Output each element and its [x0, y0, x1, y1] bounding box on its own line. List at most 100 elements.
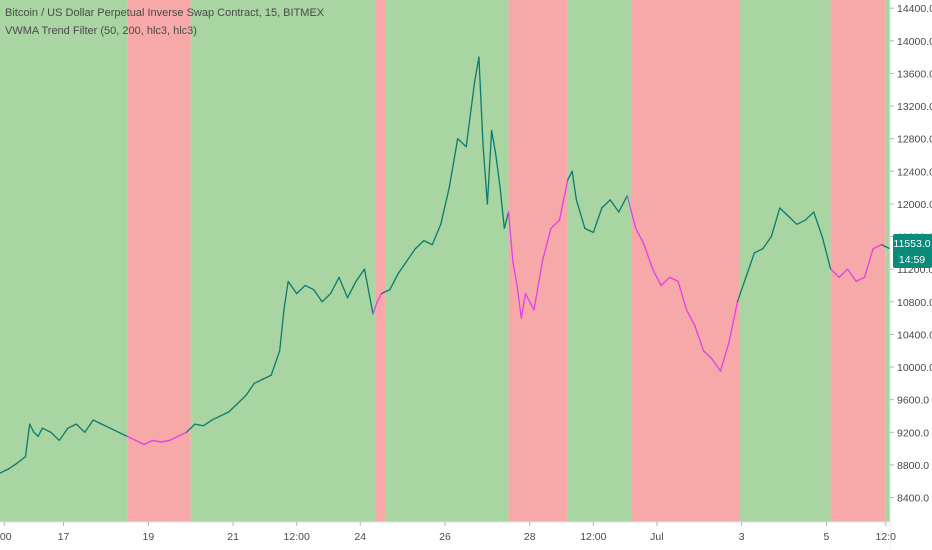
price-axis-panel[interactable]: [890, 0, 932, 550]
price-segment: [185, 423, 196, 433]
trend-band-bear: [830, 0, 886, 522]
price-segment: [520, 292, 527, 319]
time-axis-ticks: :00 17 19 21 12:00 24 26 28 12:00 Jul 3 5 12:0: [0, 522, 896, 543]
price-segment: [507, 211, 514, 262]
price-segment: [118, 431, 128, 438]
price-segment: [592, 207, 603, 234]
price-segment: [478, 56, 484, 148]
symbol-title[interactable]: Bitcoin / US Dollar Perpetual Inverse Sw…: [5, 7, 325, 19]
price-segment: [296, 284, 306, 295]
price-segment: [711, 358, 722, 372]
price-segment: [584, 227, 594, 234]
price-segment: [168, 435, 179, 442]
price-segment: [541, 227, 552, 262]
price-tick-label: 10800.0: [897, 297, 932, 309]
price-segment: [29, 423, 35, 433]
price-segment: [533, 260, 544, 311]
price-segment: [16, 456, 27, 464]
price-segment: [101, 423, 111, 429]
price-tick-label: 8400.0: [897, 493, 929, 505]
price-segment: [151, 439, 162, 443]
price-segment: [228, 403, 238, 413]
trend-band-bull: [0, 0, 128, 522]
price-segment: [728, 301, 739, 344]
price-segment: [457, 138, 467, 148]
time-tick-label: 12:00: [284, 531, 310, 543]
price-segment: [685, 309, 696, 327]
time-tick-label: 5: [824, 531, 830, 543]
price-segment: [143, 439, 154, 446]
price-segment: [160, 439, 171, 443]
price-segment: [440, 186, 450, 225]
price-segment: [134, 439, 145, 446]
time-tick-label: 26: [439, 531, 451, 543]
price-segment: [397, 260, 408, 274]
price-segment: [550, 219, 561, 230]
time-tick-label: 3: [739, 531, 745, 543]
price-segment: [109, 427, 120, 433]
price-segment: [58, 427, 69, 442]
price-segment: [503, 211, 510, 230]
price-tick-label: 12800.0: [897, 134, 932, 146]
price-segment: [694, 325, 705, 352]
price-segment: [677, 280, 688, 311]
price-segment: [7, 462, 18, 470]
last-price-value: 11553.0: [893, 238, 930, 250]
price-segment: [75, 423, 86, 433]
price-segment: [92, 419, 103, 425]
price-segment: [846, 268, 857, 283]
price-segment: [431, 223, 442, 246]
price-segment: [838, 268, 849, 278]
indicator-title[interactable]: VWMA Trend Filter (50, 200, hlc3, hlc3): [5, 25, 197, 37]
time-axis-panel[interactable]: [0, 522, 890, 550]
price-segment: [474, 56, 480, 83]
price-segment: [346, 280, 357, 299]
price-segment: [745, 252, 756, 278]
price-segment: [406, 248, 416, 262]
price-segment: [880, 244, 891, 250]
price-tick-label: 8800.0: [897, 460, 929, 472]
price-segment: [194, 423, 205, 427]
price-tick-label: 14000.0: [897, 36, 932, 48]
price-segment: [512, 260, 518, 287]
price-tick-label: 13200.0: [897, 101, 932, 113]
price-segment: [804, 211, 815, 221]
time-tick-label: :00: [0, 531, 12, 543]
price-segment: [50, 431, 60, 442]
price-segment: [372, 301, 378, 315]
price-segment: [490, 129, 497, 156]
price-segment: [321, 292, 332, 303]
price-tick-label: 10400.0: [897, 329, 932, 341]
trend-band-bear: [127, 0, 191, 522]
price-segment: [571, 170, 578, 201]
price-segment: [376, 292, 383, 303]
trend-band-bear: [375, 0, 386, 522]
price-segment: [355, 268, 366, 283]
price-segment: [24, 423, 31, 458]
price-segment: [312, 288, 323, 303]
price-segment: [719, 341, 730, 372]
price-segment: [389, 272, 400, 291]
price-tick-label: 12400.0: [897, 166, 932, 178]
price-segment: [524, 292, 535, 311]
price-segment: [702, 350, 713, 360]
price-segment: [177, 431, 188, 438]
price-segment: [283, 280, 289, 311]
price-segment: [635, 227, 645, 246]
price-segment: [796, 219, 806, 225]
time-tick-label: 17: [58, 531, 70, 543]
trend-band-bear: [631, 0, 740, 522]
trend-band-bear: [508, 0, 568, 522]
trend-band-bull: [739, 0, 831, 522]
price-segment: [668, 276, 679, 283]
price-segment: [279, 309, 285, 352]
price-segment: [380, 288, 391, 295]
price-segment: [329, 276, 340, 295]
price-segment: [626, 195, 637, 230]
price-segment: [270, 350, 281, 376]
price-segment: [872, 244, 883, 250]
trend-background-bands: [0, 0, 890, 522]
price-segment: [495, 154, 501, 189]
price-segment: [736, 276, 747, 303]
